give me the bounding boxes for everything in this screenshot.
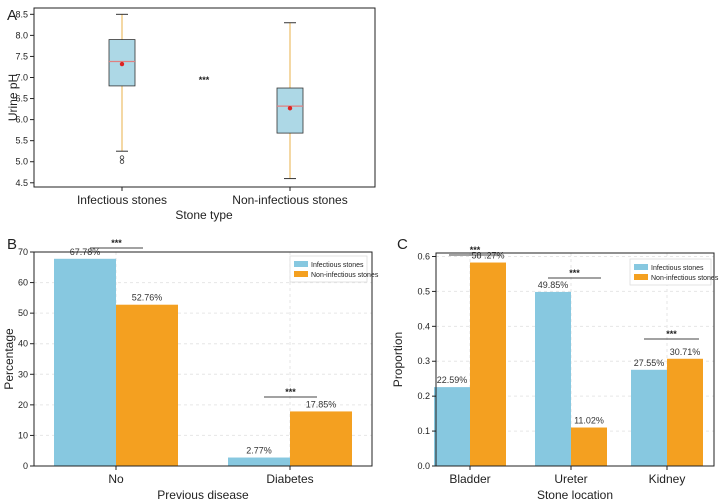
panel-b-legend-swatch [294,261,308,267]
panel-c-legend-label: Infectious stones [651,265,704,272]
panel-b-ytick-label: 0 [23,461,28,471]
panel-b-significance: *** [111,238,122,248]
panel-c-data-label: 49.85% [538,280,569,290]
panel-b-data-label: 17.85% [306,399,337,409]
panel-c-xtick-label: Kidney [649,472,686,486]
panel-c-ytick-label: 0.5 [417,286,430,296]
panel-label-b: B [7,236,17,253]
panel-b-ytick-label: 20 [18,400,28,410]
panel-c-legend-swatch [634,274,648,280]
panel-b-bar [290,411,352,466]
panel-c-ytick-label: 0.1 [417,426,430,436]
panel-b-ytick-label: 40 [18,339,28,349]
panel-b-bar [116,304,178,466]
panel-a-ytick-label: 5.0 [15,157,28,167]
panel-c-bar [631,369,667,466]
panel-b-ytick-label: 10 [18,430,28,440]
panel-a-frame [33,7,376,188]
panel-c-legend-label: Non-infectious stones [651,275,719,282]
panel-c-bar [434,387,470,466]
panel-c-ytick-label: 0.3 [417,356,430,366]
panel-a-ytick-label: 5.5 [15,136,28,146]
panel-b-xtick-label: Diabetes [266,472,313,486]
panel-a-ylabel: Urine pH [6,74,20,121]
panel-c-data-label: 58 .27% [471,251,504,261]
panel-c-significance: *** [666,329,677,339]
panel-b-data-label: 2.77% [246,446,272,456]
panel-b-xtick-label: No [108,472,124,486]
panel-c-frame [435,252,715,467]
panel-b-ylabel: Percentage [2,328,16,390]
panel-a-xtick-label: Non-infectious stones [232,193,347,207]
panel-c-ytick-label: 0.4 [417,321,430,331]
panel-a-ytick-label: 7.0 [15,72,28,82]
panel-b-bar [54,258,116,466]
panel-c-data-label: 27.55% [634,358,665,368]
panel-c-ytick-label: 0.6 [417,251,430,261]
panel-a-ytick-label: 8.0 [15,30,28,40]
panel-c-bar [535,291,571,466]
panel-a-outlier [119,155,125,160]
panel-b-bar [228,457,290,466]
panel-c-significance: *** [569,268,580,278]
panel-c-xlabel: Stone location [537,488,613,502]
panel-a-significance: *** [199,75,210,85]
panel-b-ytick-label: 70 [18,247,28,257]
panel-c-data-label: 30.71% [670,347,701,357]
panel-c-bar [571,427,607,466]
panel-a-ytick-label: 4.5 [15,178,28,188]
panel-a-ytick-label: 6.5 [15,94,28,104]
panel-b-ytick-label: 50 [18,308,28,318]
panel-b-legend-swatch [294,271,308,277]
panel-c-legend-swatch [634,264,648,270]
panel-b-ytick-label: 30 [18,369,28,379]
panel-a-xlabel: Stone type [175,208,233,222]
panel-b-legend-label: Non-infectious stones [311,272,379,279]
panel-a-ytick-label: 8.5 [15,9,28,19]
panel-c-xtick-label: Ureter [554,472,587,486]
panel-c-xtick-label: Bladder [449,472,490,486]
panel-b-frame [33,251,373,467]
panel-c-data-label: 11.02% [574,416,604,426]
panel-b-legend-label: Infectious stones [311,262,364,269]
panel-a-mean-point [119,61,125,67]
panel-b-significance: *** [285,387,296,397]
panel-a-mean-point [287,106,293,111]
panel-c-bar [470,262,506,466]
panel-label-a: A [7,7,17,24]
panel-c-significance: *** [470,245,481,255]
panel-a-outlier [119,159,125,164]
panel-a-ytick-label: 7.5 [15,51,28,61]
panel-b-ytick-label: 60 [18,278,28,288]
panel-c-ytick-label: 0.2 [417,391,430,401]
panel-a-ytick-label: 6.0 [15,115,28,125]
panel-c-data-label: 22.59% [437,375,468,385]
panel-a-xtick-label: Infectious stones [77,193,167,207]
panel-label-c: C [397,236,408,253]
panel-c-ylabel: Proportion [391,332,405,387]
panel-b-data-label: 52.76% [132,293,163,303]
panel-c-ytick-label: 0.0 [417,461,430,471]
panel-c-bar [667,358,703,466]
panel-b-legend [289,255,368,283]
panel-c-legend [629,258,712,286]
panel-b-xlabel: Previous disease [157,488,249,502]
panel-a-box [276,87,304,134]
